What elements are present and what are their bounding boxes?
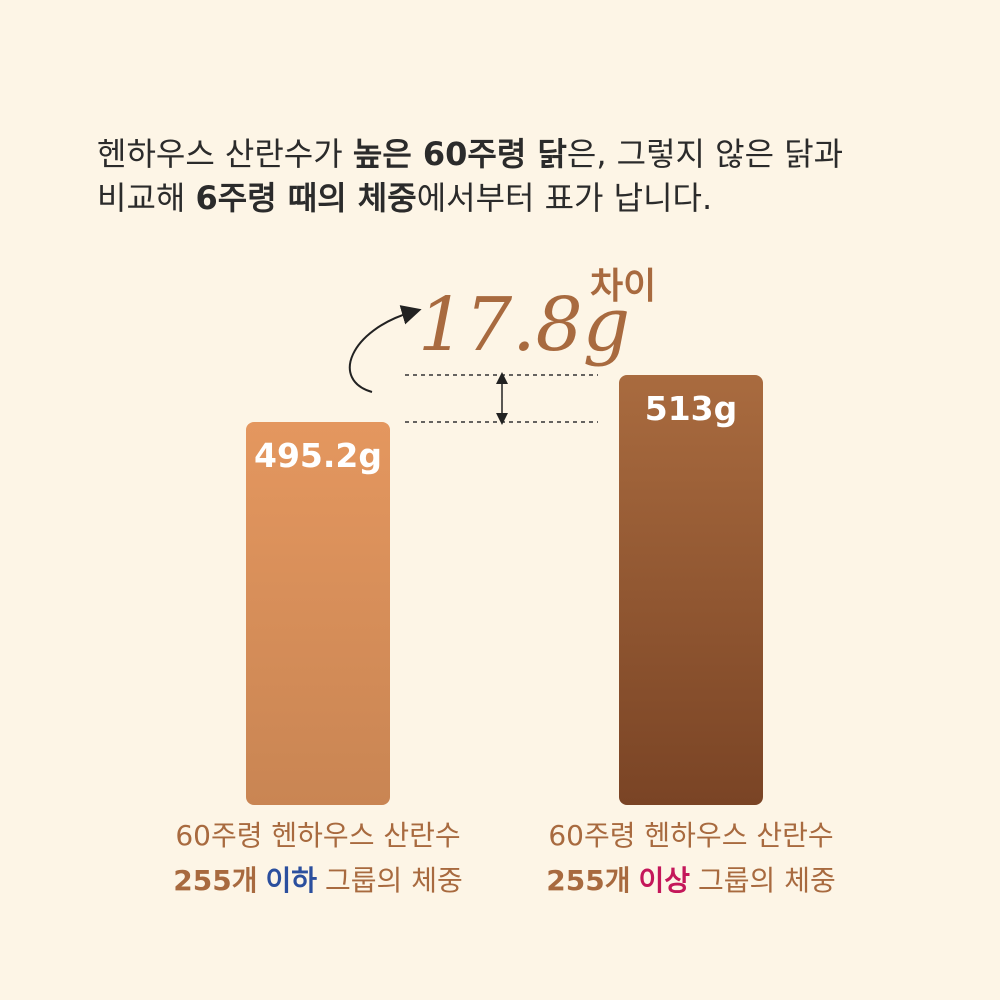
category-label: 255개 이상 그룹의 체중	[546, 864, 835, 897]
title-bold: 6주령 때의 체중	[196, 179, 417, 217]
title-bold: 높은 60주령 닭	[353, 135, 567, 173]
title-text: 헨하우스 산란수가	[97, 135, 353, 173]
category-label: 255개 이하 그룹의 체중	[173, 864, 462, 897]
category-highlight: 이상	[638, 864, 690, 897]
title-text: 에서부터 표가 납니다.	[417, 179, 712, 217]
category-label: 60주령 헨하우스 산란수	[548, 819, 833, 852]
category-highlight: 이하	[265, 864, 317, 897]
category-label: 60주령 헨하우스 산란수	[175, 819, 460, 852]
category-rest: 그룹의 체중	[325, 864, 463, 897]
bar	[246, 421, 390, 805]
annotation-arrow	[348, 305, 422, 393]
category-rest: 그룹의 체중	[698, 864, 836, 897]
value-label: 495.2g	[254, 436, 382, 475]
title-text: 비교해	[97, 179, 196, 217]
category-count: 255개	[546, 864, 630, 897]
bar	[619, 375, 763, 805]
title-text: 은, 그렇지 않은 닭과	[567, 135, 843, 173]
annotation-label: 17.8g	[418, 282, 630, 368]
annotation-suffix: 차이	[590, 266, 656, 307]
value-label: 513g	[645, 389, 738, 428]
category-count: 255개	[173, 864, 257, 897]
title-line: 헨하우스 산란수가 높은 60주령 닭은, 그렇지 않은 닭과	[97, 135, 843, 173]
title-line: 비교해 6주령 때의 체중에서부터 표가 납니다.	[97, 179, 712, 217]
